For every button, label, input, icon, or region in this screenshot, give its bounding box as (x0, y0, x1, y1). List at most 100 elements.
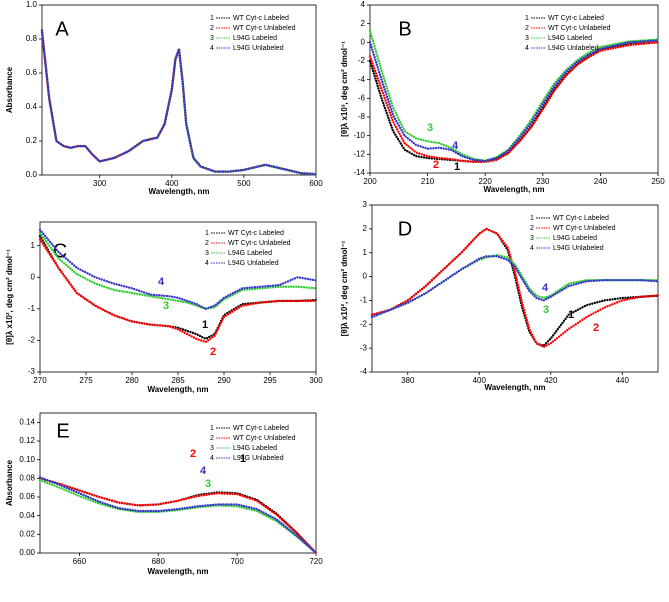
data-line (38, 228, 318, 311)
plot-frame (39, 412, 317, 554)
curve-annotation: 4 (452, 140, 459, 152)
legend-number: 2 (530, 225, 534, 232)
data-line (38, 476, 318, 555)
y-tick-label: -6 (358, 93, 366, 102)
curve-annotation: 4 (158, 276, 165, 288)
y-tick-label: -8 (358, 112, 366, 121)
x-axis-label: Wavelength, nm (147, 567, 208, 576)
legend-number: 2 (205, 240, 209, 247)
x-tick-label: 270 (33, 376, 47, 385)
legend-label: WT Cyt-c Labeled (233, 425, 289, 432)
legend-label: WT Cyt-c Labeled (233, 15, 289, 22)
y-tick-label: 3 (363, 200, 368, 209)
x-tick-label: 300 (93, 179, 107, 188)
y-axis-label: Absorbance (5, 66, 14, 113)
y-tick-label: 0.04 (19, 511, 35, 520)
y-tick-label: 0.06 (19, 492, 35, 501)
x-tick-label: 285 (171, 376, 185, 385)
x-tick-label: 210 (421, 177, 435, 186)
panel-letter: D (398, 218, 412, 240)
y-axis-label: Absorbance (5, 459, 14, 506)
plot-frame (41, 4, 317, 176)
legend-number: 4 (525, 45, 529, 52)
data-line (38, 238, 318, 344)
legend-label: L94G Labeled (548, 35, 592, 42)
curve-annotation: 1 (202, 319, 208, 331)
x-tick-label: 230 (536, 177, 550, 186)
data-line (370, 255, 660, 319)
data-line (38, 477, 318, 555)
y-tick-label: 0.0 (26, 170, 38, 179)
y-axis-label: [θ]λ x10³, deg cm² dmol⁻¹ (340, 41, 349, 137)
legend-label: WT Cyt-c Labeled (548, 15, 604, 22)
legend-number: 1 (205, 230, 209, 237)
data-line (368, 29, 660, 163)
x-tick-label: 275 (79, 376, 93, 385)
y-tick-label: 1.0 (26, 0, 38, 9)
x-tick-label: 720 (309, 557, 323, 566)
plot-frame (371, 204, 659, 373)
legend-number: 3 (205, 250, 209, 257)
y-tick-label: -12 (353, 149, 365, 158)
legend-label: L94G Labeled (233, 445, 277, 452)
curve-annotation: 2 (190, 448, 196, 460)
legend-label: WT Cyt-c Unlabeled (553, 225, 616, 232)
y-tick-label: -1 (28, 304, 36, 313)
x-tick-label: 280 (125, 376, 139, 385)
legend-label: WT Cyt-c Labeled (553, 215, 609, 222)
data-line (368, 41, 660, 163)
legend-number: 2 (525, 25, 529, 32)
x-tick-label: 290 (217, 376, 231, 385)
x-tick-label: 400 (165, 179, 179, 188)
legend-label: L94G Unlabeled (228, 260, 279, 267)
panel-letter: E (56, 420, 69, 442)
curve-annotation: 2 (593, 322, 599, 334)
y-tick-label: -2 (28, 336, 36, 345)
curve-annotation: 3 (205, 478, 211, 490)
x-tick-label: 400 (473, 376, 487, 385)
y-tick-label: -2 (360, 319, 368, 328)
data-line (370, 227, 660, 349)
legend-label: WT Cyt-c Unlabeled (233, 25, 296, 32)
curve-annotation: 4 (200, 465, 207, 477)
data-line (40, 29, 318, 176)
legend-number: 4 (210, 455, 214, 462)
x-tick-label: 300 (309, 376, 323, 385)
y-tick-label: 2 (361, 19, 366, 28)
legend-number: 1 (210, 425, 214, 432)
curve-annotation: 3 (543, 304, 549, 316)
y-tick-label: 0.00 (19, 548, 35, 557)
legend-label: WT Cyt-c Unlabeled (233, 435, 296, 442)
curve-annotation: 1 (240, 453, 246, 465)
x-tick-label: 700 (230, 557, 244, 566)
x-tick-label: 250 (651, 177, 665, 186)
y-tick-label: 0.08 (19, 473, 35, 482)
curve-annotation: 2 (433, 159, 439, 171)
plot-frame (369, 4, 659, 174)
curve-annotation: 1 (454, 161, 460, 173)
curve-annotation: 3 (163, 300, 169, 312)
x-tick-label: 240 (594, 177, 608, 186)
legend-number: 3 (210, 445, 214, 452)
x-tick-label: 220 (479, 177, 493, 186)
x-axis-label: Wavelength, nm (147, 385, 208, 394)
y-tick-label: -4 (360, 367, 368, 376)
legend-number: 1 (525, 15, 529, 22)
y-axis-label: [θ]λ x10², deg cm² dmol⁻¹ (5, 249, 14, 345)
legend-number: 3 (525, 35, 529, 42)
y-tick-label: -4 (358, 75, 366, 84)
y-axis-label: [θ]λ x10², deg cm² dmol⁻¹ (340, 240, 349, 336)
y-tick-label: 4 (361, 0, 366, 9)
panel-letter: B (398, 18, 411, 40)
x-axis-label: Wavelength, nm (483, 185, 544, 194)
curve-annotation: 2 (210, 346, 216, 358)
legend-label: WT Cyt-c Unlabeled (228, 240, 291, 247)
y-tick-label: 0.8 (26, 34, 38, 43)
data-line (370, 227, 660, 348)
legend-number: 3 (530, 235, 534, 242)
y-tick-label: -10 (353, 131, 365, 140)
data-line (368, 39, 660, 163)
y-tick-label: 1 (31, 241, 36, 250)
legend-number: 4 (205, 260, 209, 267)
data-line (38, 479, 318, 555)
